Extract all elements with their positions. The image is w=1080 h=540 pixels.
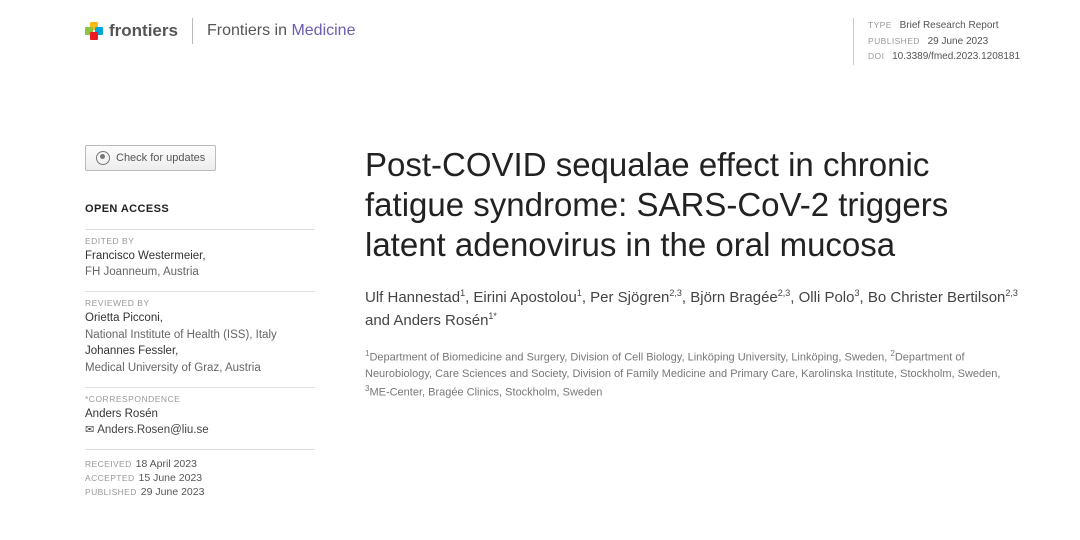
reviewer2-affil: Medical University of Graz, Austria	[85, 360, 315, 377]
header-meta: TYPE Brief Research Report PUBLISHED 29 …	[853, 18, 1020, 65]
frontiers-logo-icon	[85, 22, 103, 40]
reviewer1-affil: National Institute of Health (ISS), Ital…	[85, 327, 315, 344]
meta-doi-row: DOI 10.3389/fmed.2023.1208181	[868, 49, 1020, 65]
accepted-value: 15 June 2023	[139, 472, 203, 484]
check-updates-label: Check for updates	[116, 152, 205, 164]
published-row: PUBLISHED 29 June 2023	[85, 486, 315, 498]
correspondence-email-row: ✉Anders.Rosen@liu.se	[85, 422, 315, 439]
dates-section: RECEIVED 18 April 2023 ACCEPTED 15 June 20…	[85, 449, 315, 498]
open-access-label: OPEN ACCESS	[85, 203, 315, 215]
correspondence-label: *CORRESPONDENCE	[85, 394, 315, 404]
editor-body: Francisco Westermeier, FH Joanneum, Aust…	[85, 248, 315, 281]
brand-text: frontiers	[109, 21, 178, 41]
journal-name: Frontiers in Medicine	[207, 22, 356, 40]
editor-name: Francisco Westermeier,	[85, 248, 315, 265]
reviewers-body: Orietta Picconi, National Institute of H…	[85, 310, 315, 377]
received-row: RECEIVED 18 April 2023	[85, 458, 315, 470]
correspondence-body: Anders Rosén ✉Anders.Rosen@liu.se	[85, 406, 315, 440]
correspondence-name: Anders Rosén	[85, 406, 315, 423]
edited-by-section: EDITED BY Francisco Westermeier, FH Joan…	[85, 229, 315, 281]
correspondence-email[interactable]: Anders.Rosen@liu.se	[97, 424, 208, 436]
affiliations-list: 1Department of Biomedicine and Surgery, …	[365, 348, 1020, 401]
meta-published-value: 29 June 2023	[928, 36, 989, 47]
meta-doi-label: DOI	[868, 51, 884, 61]
published-value: 29 June 2023	[141, 486, 205, 498]
reviewer2-name: Johannes Fessler,	[85, 343, 315, 360]
reviewer1-name: Orietta Picconi,	[85, 310, 315, 327]
check-updates-button[interactable]: Check for updates	[85, 145, 216, 171]
received-value: 18 April 2023	[136, 458, 197, 470]
crossmark-icon	[96, 151, 110, 165]
envelope-icon: ✉	[85, 424, 94, 436]
meta-type-row: TYPE Brief Research Report	[868, 18, 1020, 34]
sidebar: Check for updates OPEN ACCESS EDITED BY …	[85, 145, 315, 509]
published-label: PUBLISHED	[85, 487, 137, 497]
article-title: Post-COVID sequalae effect in chronic fa…	[365, 145, 1020, 266]
header-left: frontiers Frontiers in Medicine	[85, 18, 355, 44]
editor-affil: FH Joanneum, Austria	[85, 264, 315, 281]
meta-doi-value: 10.3389/fmed.2023.1208181	[892, 51, 1020, 62]
reviewed-by-section: REVIEWED BY Orietta Picconi, National In…	[85, 291, 315, 377]
journal-prefix: Frontiers in	[207, 22, 291, 39]
page-header: frontiers Frontiers in Medicine TYPE Bri…	[0, 0, 1080, 65]
accepted-label: ACCEPTED	[85, 473, 135, 483]
reviewed-by-label: REVIEWED BY	[85, 298, 315, 308]
meta-type-label: TYPE	[868, 20, 892, 30]
received-label: RECEIVED	[85, 459, 132, 469]
edited-by-label: EDITED BY	[85, 236, 315, 246]
authors-list: Ulf Hannestad1, Eirini Apostolou1, Per S…	[365, 287, 1020, 332]
meta-published-label: PUBLISHED	[868, 36, 920, 46]
meta-published-row: PUBLISHED 29 June 2023	[868, 34, 1020, 50]
journal-accent: Medicine	[291, 22, 355, 39]
main-column: Post-COVID sequalae effect in chronic fa…	[365, 145, 1020, 509]
content-area: Check for updates OPEN ACCESS EDITED BY …	[0, 65, 1080, 509]
brand-logo: frontiers	[85, 21, 178, 41]
vertical-divider	[192, 18, 193, 44]
accepted-row: ACCEPTED 15 June 2023	[85, 472, 315, 484]
meta-type-value: Brief Research Report	[900, 20, 999, 31]
correspondence-section: *CORRESPONDENCE Anders Rosén ✉Anders.Ros…	[85, 387, 315, 440]
